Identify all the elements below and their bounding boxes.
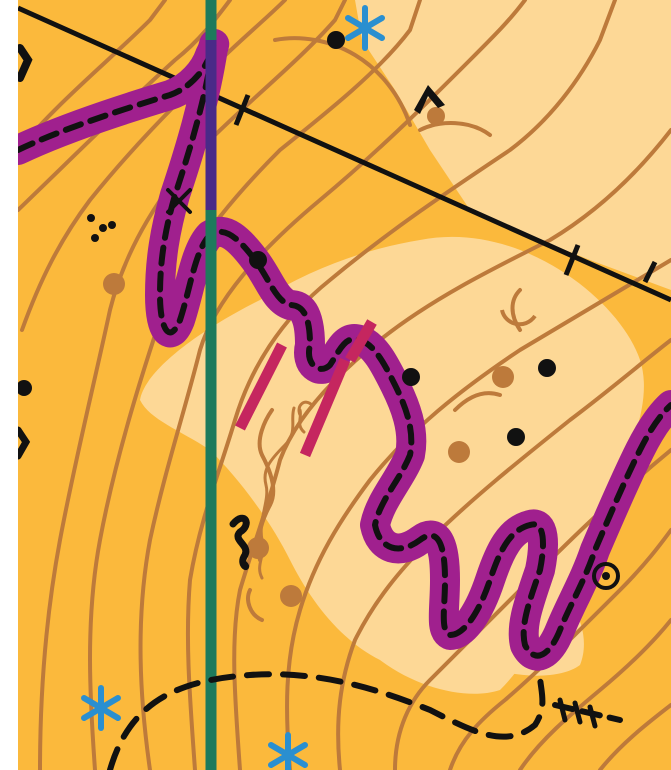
contour-line [273, 36, 412, 127]
earth-wall [299, 357, 351, 458]
boulder-dot [538, 359, 556, 377]
special-object-ring [592, 562, 620, 590]
crossing-x [166, 188, 192, 214]
boulder-dot [327, 31, 345, 49]
cliff-ticks [557, 697, 598, 729]
boulder-cluster-dot [108, 221, 116, 229]
contour-line [38, 0, 347, 770]
left-page-margin [0, 0, 18, 770]
boulder-cluster-dot [99, 224, 107, 232]
pit [297, 400, 314, 416]
contour-line [20, 0, 287, 332]
dashed-track-lower [107, 671, 546, 770]
course-overprint [3, 29, 671, 671]
earth-knoll [492, 366, 514, 388]
left-edge-bracket [16, 44, 33, 82]
pit [500, 309, 537, 327]
special-object-star [81, 685, 121, 731]
contour-line [453, 391, 502, 412]
special-object-star [345, 5, 385, 51]
earth-walls [235, 319, 377, 458]
special-object-star [268, 732, 308, 770]
contour-line [138, 0, 527, 770]
contour-line [285, 258, 671, 770]
contour-line [246, 588, 264, 622]
power-line-tick [563, 244, 581, 276]
special-object-stars [81, 5, 385, 770]
rock-pit [414, 85, 445, 114]
boulder-field [229, 514, 250, 571]
power-line-tick [233, 94, 251, 126]
earth-knoll [103, 273, 125, 295]
course-leg-track-upper [15, 41, 671, 659]
contour-line [598, 703, 671, 770]
rough-open-area-upper [355, 0, 671, 290]
left-edge-bracket [14, 426, 31, 460]
contour-line [510, 288, 522, 332]
special-object-ring-center [602, 572, 610, 580]
boulder-dot [249, 251, 267, 269]
dashed-track-right-border [552, 702, 623, 723]
boulder-dot [507, 428, 525, 446]
power-line-segment [16, 5, 671, 303]
earth-knoll [247, 537, 269, 559]
tracks [14, 44, 623, 770]
contour-line [518, 618, 671, 770]
boulder-cluster-dot [87, 214, 95, 222]
earth-wall [345, 319, 377, 363]
contour-line [418, 121, 492, 137]
contour-line [232, 128, 671, 770]
boulder-dot [16, 380, 32, 396]
earth-knoll [427, 107, 445, 125]
boulder-dot [402, 368, 420, 386]
contour-line [185, 0, 617, 770]
power-line [16, 5, 671, 303]
point-features [16, 31, 620, 607]
boulder-cluster-dot [91, 234, 99, 242]
earth-wall [235, 342, 287, 431]
earth-knoll [280, 585, 302, 607]
earth-knoll [448, 441, 470, 463]
power-line-tick [642, 260, 658, 284]
